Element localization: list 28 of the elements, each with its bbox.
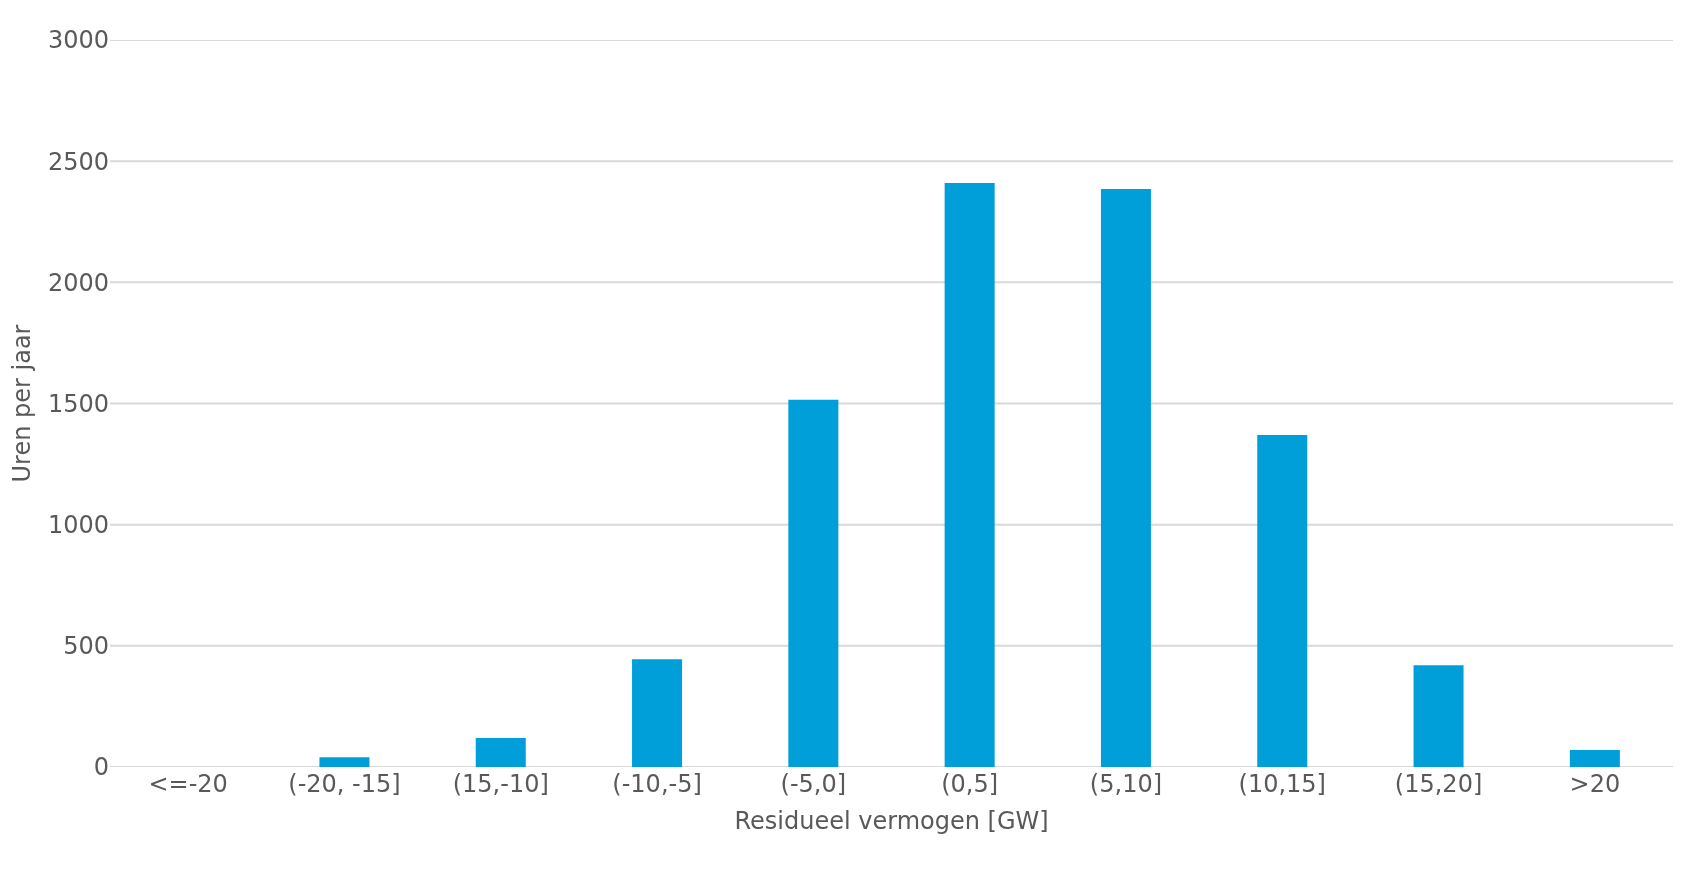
x-tick-label: >20 — [1569, 770, 1621, 798]
y-tick-label: 3000 — [47, 26, 109, 55]
bar — [1257, 435, 1308, 767]
bar — [632, 659, 683, 767]
x-tick-label: (15,-10] — [452, 770, 549, 798]
x-tick-label: (0,5] — [941, 770, 999, 798]
x-tick-label: (-20, -15] — [288, 770, 401, 798]
x-axis-title: Residueel vermogen [GW] — [734, 807, 1049, 836]
bar — [319, 757, 370, 767]
bar — [944, 182, 995, 767]
bar — [788, 399, 839, 767]
y-tick-label: 500 — [63, 632, 109, 661]
x-tick-label: (-5,0] — [780, 770, 847, 798]
x-tick-label: (-10,-5] — [612, 770, 702, 798]
bar — [1413, 665, 1464, 767]
bar — [1569, 750, 1620, 767]
bar — [475, 737, 526, 767]
y-tick-label: 1500 — [47, 389, 109, 418]
y-axis-title: Uren per jaar — [8, 324, 37, 483]
x-tick-label: (5,10] — [1089, 770, 1163, 798]
y-tick-label: 0 — [93, 753, 109, 782]
y-tick-label: 1000 — [47, 511, 109, 540]
bar — [1100, 189, 1151, 767]
y-tick-label: 2000 — [47, 268, 109, 297]
x-tick-label: <=-20 — [148, 770, 228, 798]
x-tick-label: (10,15] — [1238, 770, 1326, 798]
x-tick-label: (15,20] — [1394, 770, 1483, 798]
y-tick-label: 2500 — [47, 147, 109, 176]
